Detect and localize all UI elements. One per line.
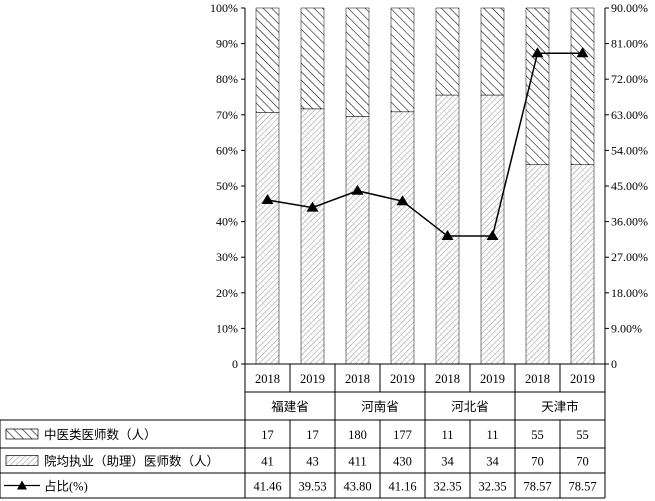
left-tick-label: 80% xyxy=(216,72,238,86)
bar-physicians-6 xyxy=(525,164,550,365)
year-label: 2018 xyxy=(525,372,550,386)
data-table-cell: 43.80 xyxy=(343,480,371,494)
ratio-point-7 xyxy=(576,47,589,58)
region-label: 河北省 xyxy=(451,400,489,414)
data-table-cell: 70 xyxy=(576,455,589,469)
legend-swatch-0 xyxy=(5,428,39,440)
data-table-cell: 78.57 xyxy=(523,480,551,494)
year-label: 2019 xyxy=(570,372,595,386)
data-table-cell: 70 xyxy=(531,455,544,469)
data-table-cell: 41.46 xyxy=(253,480,281,494)
bar-tcm-2 xyxy=(345,7,370,117)
ratio-point-0 xyxy=(261,194,274,205)
right-tick-label: 27.00% xyxy=(611,250,648,264)
right-tick-label: 54.00% xyxy=(611,143,648,157)
bar-physicians-3 xyxy=(390,111,415,365)
ratio-line xyxy=(267,52,583,237)
left-tick-label: 70% xyxy=(216,108,238,122)
left-tick-label: 50% xyxy=(216,179,238,193)
data-table-cell: 180 xyxy=(348,428,367,442)
bar-physicians-5 xyxy=(480,94,505,365)
data-table-cell: 11 xyxy=(486,428,498,442)
data-table-cell: 55 xyxy=(576,428,589,442)
year-label: 2018 xyxy=(255,372,280,386)
bar-tcm-5 xyxy=(480,7,505,96)
left-tick-label: 10% xyxy=(216,321,238,335)
legend-label: 中医类医师数（人） xyxy=(44,427,157,442)
data-table-cell: 430 xyxy=(393,455,412,469)
right-tick-label: 63.00% xyxy=(611,108,648,122)
left-tick-label: 20% xyxy=(216,286,238,300)
right-tick-label: 72.00% xyxy=(611,72,648,86)
region-label: 天津市 xyxy=(541,399,579,414)
ratio-point-1 xyxy=(306,201,319,212)
legend-swatch-1 xyxy=(5,455,39,466)
left-tick-label: 100% xyxy=(210,1,238,15)
bar-tcm-0 xyxy=(255,7,280,113)
data-table-cell: 41.16 xyxy=(388,480,416,494)
data-table-cell: 411 xyxy=(348,455,366,469)
data-table-cell: 55 xyxy=(531,428,544,442)
ratio-point-6 xyxy=(531,47,544,58)
year-label: 2019 xyxy=(390,372,415,386)
left-tick-label: 90% xyxy=(216,37,238,51)
left-tick-label: 30% xyxy=(216,250,238,264)
left-tick-label: 0 xyxy=(232,357,238,371)
right-tick-label: 45.00% xyxy=(611,179,648,193)
right-tick-label: 81.00% xyxy=(611,37,648,51)
data-table-cell: 32.35 xyxy=(433,480,461,494)
data-table-cell: 11 xyxy=(441,428,453,442)
ratio-point-4 xyxy=(441,230,454,241)
bar-tcm-4 xyxy=(435,7,460,96)
legend-label: 占比(%) xyxy=(44,479,88,494)
right-tick-label: 9.00% xyxy=(611,321,642,335)
region-label: 河南省 xyxy=(361,399,399,414)
left-tick-label: 60% xyxy=(216,143,238,157)
right-tick-label: 36.00% xyxy=(611,215,648,229)
data-table-cell: 32.35 xyxy=(478,480,506,494)
ratio-point-5 xyxy=(486,230,499,241)
bar-tcm-1 xyxy=(300,7,325,110)
data-table-cell: 177 xyxy=(393,428,412,442)
bar-physicians-7 xyxy=(570,164,595,365)
data-table-cell: 17 xyxy=(306,428,319,442)
data-table-cell: 43 xyxy=(306,455,319,469)
legend-triangle-marker xyxy=(17,480,27,490)
bar-tcm-7 xyxy=(570,7,595,165)
bar-physicians-2 xyxy=(345,116,370,365)
right-tick-label: 18.00% xyxy=(611,286,648,300)
right-tick-label: 90.00% xyxy=(611,1,648,15)
year-label: 2019 xyxy=(480,372,505,386)
data-table-cell: 34 xyxy=(441,455,454,469)
data-table-cell: 41 xyxy=(261,455,274,469)
data-table-cell: 34 xyxy=(486,455,499,469)
right-tick-label: 0 xyxy=(611,357,617,371)
left-tick-label: 40% xyxy=(216,215,238,229)
ratio-point-3 xyxy=(396,195,409,206)
year-label: 2018 xyxy=(345,372,370,386)
bar-tcm-3 xyxy=(390,7,415,113)
data-table-cell: 17 xyxy=(261,428,274,442)
legend-label: 院均执业（助理）医师数（人） xyxy=(44,454,219,469)
data-table-cell: 39.53 xyxy=(298,480,326,494)
year-label: 2019 xyxy=(300,372,325,386)
ratio-point-2 xyxy=(351,184,364,195)
bar-tcm-6 xyxy=(525,7,550,165)
bar-physicians-0 xyxy=(255,112,280,365)
region-label: 福建省 xyxy=(271,399,309,414)
data-table-cell: 78.57 xyxy=(568,480,596,494)
bar-physicians-1 xyxy=(300,108,325,365)
year-label: 2018 xyxy=(435,372,460,386)
